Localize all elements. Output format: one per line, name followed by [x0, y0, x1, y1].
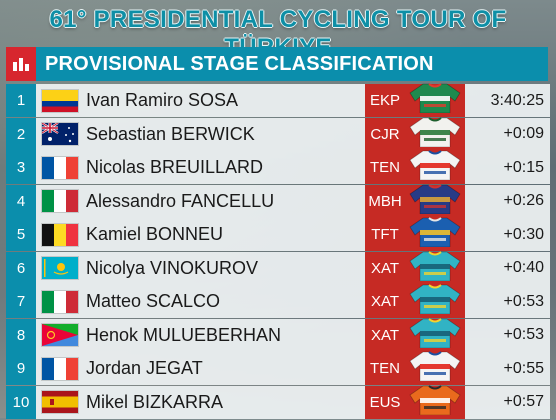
team-code: EUS	[369, 393, 401, 411]
rider-time: +0:53	[503, 292, 544, 310]
bar-chart-icon	[6, 47, 36, 81]
rider-time: +0:09	[503, 125, 544, 142]
rider-name: Mikel BIZKARRA	[86, 391, 224, 412]
rider-time: +0:30	[503, 225, 544, 243]
rider-name: Nicolya VINOKUROV	[86, 257, 259, 278]
rider-name: Jordan JEGAT	[86, 358, 203, 378]
rider-info: Alessandro FANCELLU MBH +0:26	[36, 183, 550, 219]
rider-time: +0:57	[503, 393, 544, 410]
rider-name: Ivan Ramiro SOSA	[86, 90, 239, 110]
rider-row: 2 Sebastian BERWICK CJR +0:09	[6, 116, 550, 152]
rider-name: Alessandro FANCELLU	[86, 190, 275, 211]
tft-jersey-icon	[405, 217, 461, 252]
rider-info: Kamiel BONNEU TFT +0:30	[36, 217, 550, 252]
rider-name: Nicolas BREUILLARD	[86, 157, 264, 177]
rider-row: 7 Matteo SCALCO XAT +0:53	[6, 284, 550, 319]
rider-position: 3	[6, 151, 36, 184]
spain-flag-icon	[42, 391, 78, 413]
australia-flag-icon	[42, 123, 78, 145]
classification-list: 1 Ivan Ramiro SOSA EKP 3:40:25 2 Sebastian BE…	[6, 83, 550, 420]
team-badge: XAT	[365, 284, 465, 319]
team-code: TEN	[370, 360, 400, 377]
team-badge: XAT	[365, 317, 465, 353]
rider-position: 4	[6, 184, 36, 218]
rider-info: Henok MULUEBERHAN XAT +0:53	[36, 317, 550, 353]
team-badge: EKP	[365, 83, 465, 118]
team-badge: TEN	[365, 351, 465, 386]
rider-position: 2	[6, 117, 36, 151]
rider-info: Nicolya VINOKUROV XAT +0:40	[36, 250, 550, 286]
team-code: TFT	[371, 226, 399, 243]
rider-time: +0:15	[503, 158, 544, 176]
team-badge: TFT	[365, 217, 465, 252]
team-code: XAT	[370, 326, 400, 344]
team-code: EKP	[369, 92, 400, 109]
rider-row: 9 Jordan JEGAT TEN +0:55	[6, 351, 550, 386]
euskaltel-jersey-icon	[405, 384, 461, 420]
rider-info: Matteo SCALCO XAT +0:53	[36, 284, 550, 319]
rider-position: 5	[6, 218, 36, 251]
colombia-flag-icon	[42, 89, 78, 112]
team-code: XAT	[370, 293, 400, 310]
rider-position: 6	[6, 251, 36, 285]
rider-position: 9	[6, 352, 36, 385]
rider-name: Sebastian BERWICK	[86, 123, 255, 144]
team-badge: XAT	[365, 250, 465, 286]
rider-info: Ivan Ramiro SOSA EKP 3:40:25	[36, 83, 550, 118]
rider-name: Henok MULUEBERHAN	[86, 324, 282, 345]
caja-rural-jersey-icon	[405, 116, 461, 152]
rider-time: +0:55	[503, 359, 544, 377]
totalenergies-jersey-icon	[405, 351, 461, 386]
totalenergies-jersey-icon	[405, 150, 461, 185]
rider-row: 4 Alessandro FANCELLU MBH +0:26	[6, 183, 550, 219]
italy-flag-icon	[42, 290, 78, 313]
rider-position: 10	[6, 385, 36, 419]
team-badge: TEN	[365, 150, 465, 185]
team-code: MBH	[368, 192, 402, 210]
kern-pharma-jersey-icon	[405, 83, 461, 118]
eritrea-flag-icon	[42, 324, 78, 346]
rider-row: 10 Mikel BIZKARRA EUS +0:57	[6, 384, 550, 420]
rider-name: Matteo SCALCO	[86, 291, 221, 311]
rider-time: +0:40	[503, 259, 544, 276]
rider-row: 8 Henok MULUEBERHAN XAT +0:53	[6, 317, 550, 353]
team-badge: CJR	[365, 116, 465, 152]
rider-info: Sebastian BERWICK CJR +0:09	[36, 116, 550, 152]
rider-time: 3:40:25	[490, 91, 544, 109]
rider-info: Jordan JEGAT TEN +0:55	[36, 351, 550, 386]
classification-title: PROVISIONAL STAGE CLASSIFICATION	[45, 52, 434, 75]
rider-row: 3 Nicolas BREUILLARD TEN +0:15	[6, 150, 550, 185]
team-code: CJR	[370, 125, 400, 143]
team-badge: MBH	[365, 183, 465, 219]
classification-banner: PROVISIONAL STAGE CLASSIFICATION	[6, 47, 548, 81]
team-code: XAT	[370, 259, 400, 277]
team-code: TEN	[370, 159, 400, 176]
france-flag-icon	[42, 357, 78, 380]
rider-time: +0:26	[503, 192, 544, 209]
rider-position: 8	[6, 318, 36, 352]
rider-row: 5 Kamiel BONNEU TFT +0:30	[6, 217, 550, 252]
rider-info: Mikel BIZKARRA EUS +0:57	[36, 384, 550, 420]
team-badge: EUS	[365, 384, 465, 420]
astana-jersey-icon	[405, 250, 461, 286]
belgium-flag-icon	[42, 223, 78, 246]
tour-title: 61° PRESIDENTIAL CYCLING TOUR OF TÜRKIYE	[49, 6, 507, 61]
rider-row: 1 Ivan Ramiro SOSA EKP 3:40:25	[6, 83, 550, 118]
mbh-jersey-icon	[405, 183, 461, 219]
astana-jersey-icon	[405, 284, 461, 319]
rider-info: Nicolas BREUILLARD TEN +0:15	[36, 150, 550, 185]
rider-name: Kamiel BONNEU	[86, 224, 224, 244]
rider-position: 7	[6, 285, 36, 318]
rider-position: 1	[6, 84, 36, 117]
rider-time: +0:53	[503, 326, 544, 343]
italy-flag-icon	[42, 190, 78, 212]
rider-row: 6 Nicolya VINOKUROV XAT +0:40	[6, 250, 550, 286]
france-flag-icon	[42, 156, 78, 179]
kazakhstan-flag-icon	[42, 257, 78, 279]
astana-jersey-icon	[405, 317, 461, 353]
